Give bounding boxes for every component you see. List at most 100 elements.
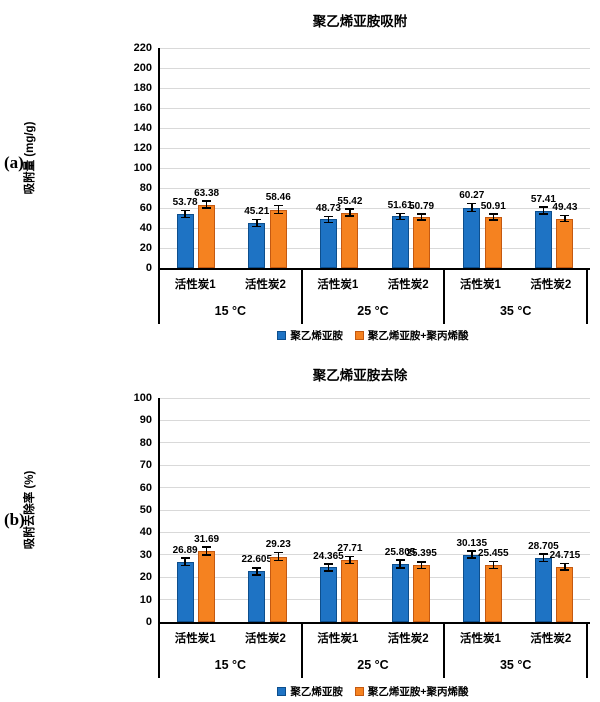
error-bar-line [256, 219, 258, 227]
category-row: 活性炭1 活性炭2 [160, 624, 301, 651]
bar-value-label: 60.27 [459, 190, 485, 202]
error-bar-line [564, 215, 566, 222]
temperature-label: 15 °C [214, 303, 247, 318]
error-bar-line [184, 210, 186, 218]
bar-value-label: 55.42 [337, 195, 363, 207]
legend-label: 聚乙烯亚胺+聚丙烯酸 [367, 330, 469, 342]
legend-item: 聚乙烯亚胺+聚丙烯酸 [354, 684, 469, 699]
gridline [160, 167, 590, 169]
error-bar-cap [560, 220, 570, 223]
error-bar-cap [538, 553, 548, 555]
temperature-group: 活性炭1 活性炭2 25 °C [300, 270, 444, 324]
category-label: 活性炭1 [460, 278, 501, 291]
temperature-label: 25 °C [357, 657, 389, 672]
bar-series1 [391, 216, 409, 268]
chart-a: (a) 聚乙烯亚胺吸附 吸附量 (mg/g) 0 20 40 60 80 100 120 14… [4, 14, 590, 343]
legend-swatch-series1 [277, 687, 287, 696]
error-bar-line [564, 563, 566, 570]
error-bar-cap [273, 551, 283, 554]
gridline [160, 107, 590, 109]
category-row: 活性炭1 活性炭2 [445, 624, 586, 651]
error-bar-cap [180, 216, 190, 219]
error-bar-line [399, 213, 401, 220]
y-tick-label: 20 [139, 571, 152, 584]
error-bar-cap [467, 210, 477, 213]
bar-series1 [176, 214, 194, 268]
error-bar-cap [417, 213, 427, 215]
gridline [160, 87, 590, 89]
legend-label: 聚乙烯亚胺 [290, 686, 343, 698]
error-bar-cap [417, 219, 427, 221]
temperature-label: 25 °C [357, 303, 389, 318]
error-bar-cap [417, 561, 427, 563]
y-tick-label: 10 [139, 593, 152, 606]
error-bar-cap [395, 218, 405, 221]
error-bar-cap [202, 554, 212, 556]
category-label: 活性炭2 [245, 632, 286, 645]
bar-value-label: 45.21 [244, 205, 270, 217]
panel-label-b: (b) [4, 510, 25, 529]
legend-label: 聚乙烯亚胺 [290, 330, 343, 342]
category-label: 活性炭2 [530, 278, 572, 291]
gridline [160, 599, 590, 601]
error-bar-cap [323, 221, 333, 224]
gridline [160, 207, 590, 209]
chart-a-x-axis: 活性炭1 活性炭2 15 °C 活性炭1 活性炭2 25 °C 活性炭1 活性炭2 35 °C [158, 270, 588, 324]
bar-value-label: 51.61 [387, 199, 413, 211]
bar-series2 [484, 217, 502, 268]
error-bar-cap [538, 213, 548, 215]
chart-b-plot-area: 26.89 22.605 24.365 25.805 30.135 28.705 31.69… [158, 397, 590, 624]
bar-series2 [484, 564, 502, 622]
bar-series1 [248, 222, 266, 268]
error-bar-line [277, 205, 279, 214]
legend-item: 聚乙烯亚胺+聚丙烯酸 [354, 328, 469, 343]
error-bar-line [420, 561, 423, 569]
error-bar-cap [467, 550, 477, 552]
bar-value-label: 24.715 [549, 549, 581, 561]
error-bar-cap [252, 225, 262, 228]
bar-series1 [534, 557, 552, 622]
category-label: 活性炭1 [460, 632, 501, 645]
bar-value-label: 53.78 [172, 197, 198, 209]
y-tick-label: 30 [139, 548, 152, 561]
temperature-group: 活性炭1 活性炭2 25 °C [300, 624, 444, 678]
error-bar-line [184, 558, 186, 566]
bar-value-label: 58.46 [265, 192, 291, 204]
chart-a-plot-area: 53.78 45.21 48.73 51.61 60.27 57.41 63.38 58.46… [158, 47, 590, 270]
category-row: 活性炭1 活性炭2 [303, 624, 444, 651]
error-bar-cap [273, 559, 283, 562]
temperature-group: 活性炭1 活性炭2 15 °C [158, 624, 301, 678]
y-tick-label: 70 [139, 459, 152, 472]
error-bar-line [420, 214, 423, 221]
category-label: 活性炭2 [387, 278, 429, 291]
category-row: 活性炭1 活性炭2 [445, 270, 586, 297]
legend-item: 聚乙烯亚胺 [277, 684, 343, 699]
bar-value-label: 24.365 [313, 550, 344, 562]
gridline [160, 419, 590, 421]
bar-series2 [198, 204, 216, 268]
error-bar-cap [273, 204, 283, 207]
error-bar-line [542, 554, 545, 562]
bar-value-label: 28.705 [528, 540, 559, 552]
bar-value-label: 26.89 [172, 544, 198, 556]
bar-series1 [463, 554, 481, 622]
error-bar-cap [180, 209, 190, 212]
temperature-group: 活性炭1 活性炭2 35 °C [443, 624, 586, 678]
error-bar-cap [395, 212, 405, 215]
temperature-label: 35 °C [499, 303, 532, 318]
gridline [160, 397, 590, 399]
error-bar-cap [345, 215, 355, 217]
panel-label-a: (a) [4, 153, 24, 172]
y-tick-label: 80 [139, 436, 152, 449]
y-tick-label: 0 [145, 262, 152, 274]
gridline [160, 47, 590, 49]
gridline [160, 127, 590, 129]
bar-value-label: 30.135 [456, 537, 488, 549]
bar-series2 [198, 551, 216, 622]
error-bar-line [327, 564, 330, 571]
gridline [160, 554, 590, 556]
error-bar-cap [488, 219, 498, 221]
chart-b: (b) 聚乙烯亚胺去除 吸附去除率 (%) 0 10 20 30 40 50 60 70 80 9… [0, 352, 600, 702]
bar-value-label: 50.79 [409, 200, 435, 212]
error-bar-line [349, 556, 351, 564]
